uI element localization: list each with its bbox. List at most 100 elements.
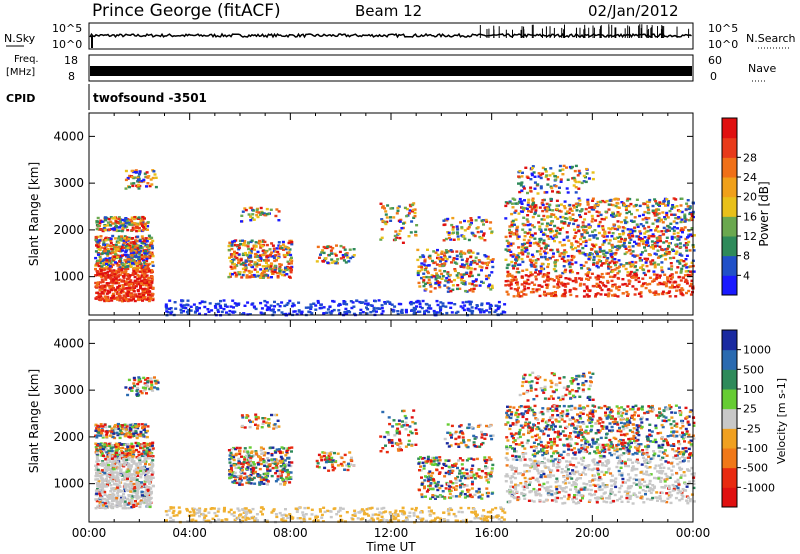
velocity-cell <box>146 502 150 506</box>
power-cell <box>598 250 602 253</box>
power-cell <box>549 248 553 252</box>
power-cell <box>96 245 100 249</box>
power-cell <box>670 265 674 268</box>
power-cell <box>150 278 154 281</box>
power-cell <box>561 226 565 230</box>
power-cell <box>141 289 145 292</box>
velocity-cell <box>119 468 123 471</box>
power-cell <box>253 263 257 266</box>
power-cell <box>138 170 142 173</box>
power-cell <box>109 224 113 227</box>
power-cell <box>623 252 627 256</box>
power-cell <box>123 267 127 271</box>
power-cell <box>509 287 513 290</box>
power-cell <box>592 263 595 266</box>
power-cell <box>497 300 501 304</box>
velocity-cell <box>146 448 150 452</box>
power-cell <box>598 246 602 249</box>
nsearch-label: N.Search <box>746 32 796 45</box>
power-cell <box>598 280 602 284</box>
power-cell <box>95 284 99 288</box>
power-cell <box>107 263 110 267</box>
power-cell <box>638 214 642 218</box>
power-cell <box>147 293 150 296</box>
power-cell <box>628 230 632 233</box>
power-cell <box>240 214 244 217</box>
power-cell <box>551 220 554 223</box>
power-cell <box>530 173 534 177</box>
power-cell <box>441 304 445 308</box>
power-cell <box>118 299 122 302</box>
velocity-cell <box>147 496 151 499</box>
power-cell <box>563 217 567 220</box>
power-cell <box>611 252 615 255</box>
power-cell <box>611 270 615 273</box>
power-cell <box>269 304 273 307</box>
power-cell <box>123 219 127 222</box>
power-cell <box>616 272 620 275</box>
power-cell <box>127 298 131 301</box>
velocity-cell <box>95 474 99 478</box>
power-cell <box>608 275 612 278</box>
power-cell <box>538 250 542 253</box>
power-cell <box>563 294 567 298</box>
power-cell <box>523 207 527 210</box>
power-cell <box>149 178 153 181</box>
power-cell <box>264 274 268 277</box>
power-cell <box>124 283 127 286</box>
velocity-cell <box>98 446 102 449</box>
power-cell <box>389 216 392 219</box>
power-cell <box>118 257 122 261</box>
power-cell <box>669 274 672 277</box>
power-cell <box>480 303 484 307</box>
power-cell <box>561 294 565 297</box>
power-cell <box>671 204 675 207</box>
power-cell <box>407 235 411 238</box>
power-cell <box>575 249 579 252</box>
velocity-cell <box>103 449 107 452</box>
power-cell <box>153 173 157 176</box>
power-cell <box>332 308 336 312</box>
power-cell <box>275 208 279 211</box>
power-cell <box>300 312 304 316</box>
power-cell <box>135 226 138 229</box>
power-cell <box>539 247 543 250</box>
power-cell <box>626 228 630 231</box>
power-cell <box>456 310 460 314</box>
power-cell <box>601 262 605 265</box>
power-cell <box>258 263 262 266</box>
power-cell <box>467 251 471 254</box>
power-cell <box>667 291 671 294</box>
power-cell <box>438 285 442 289</box>
velocity-cell <box>106 482 110 485</box>
power-cell <box>149 271 153 274</box>
power-cell <box>103 237 107 240</box>
power-cell <box>637 276 640 280</box>
power-cell <box>508 201 512 204</box>
power-cell <box>669 262 673 265</box>
power-cell <box>128 174 132 178</box>
velocity-cell <box>145 442 149 446</box>
power-cell <box>590 253 594 256</box>
power-cell <box>260 307 264 310</box>
power-cell <box>102 263 106 266</box>
power-cell <box>588 225 592 229</box>
velocity-cell <box>130 506 134 509</box>
power-cell <box>105 266 109 269</box>
velocity-cell <box>118 451 122 455</box>
power-cell <box>602 249 606 253</box>
power-cell <box>550 278 554 281</box>
power-cell <box>134 239 138 242</box>
power-cell <box>566 259 570 262</box>
power-cell <box>664 230 668 233</box>
power-cell <box>645 244 648 247</box>
power-cell <box>651 259 655 262</box>
power-cell <box>623 245 627 248</box>
power-cell <box>656 225 660 228</box>
power-cell <box>100 275 104 279</box>
power-cell <box>609 254 613 257</box>
power-cell <box>96 243 100 246</box>
freq-label: Freq. <box>14 54 39 65</box>
power-cell <box>611 227 615 230</box>
power-cell <box>615 261 619 264</box>
